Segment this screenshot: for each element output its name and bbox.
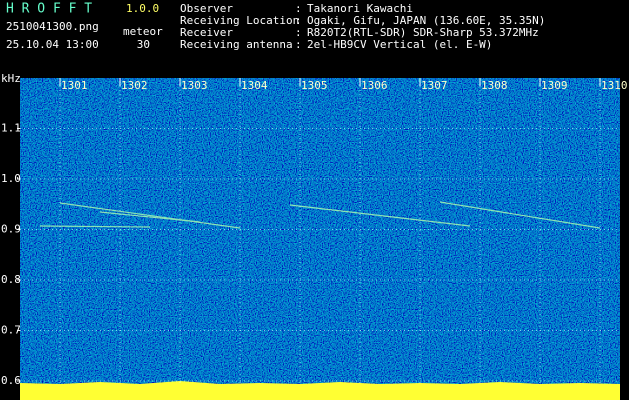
datetime: 25.10.04 13:00 xyxy=(6,38,99,51)
info-value: Takanori Kawachi xyxy=(307,2,413,15)
info-value: R820T2(RTL-SDR) SDR-Sharp 53.372MHz xyxy=(307,26,539,39)
y-tick-label: 0.7 xyxy=(1,323,21,336)
x-tick-label: 1305 xyxy=(301,79,328,92)
info-label: Receiving antenna xyxy=(180,38,293,51)
meteor-traces xyxy=(39,201,601,229)
y-tick-label: 0.9 xyxy=(1,222,21,235)
x-tick-label: 1310 xyxy=(601,79,628,92)
info-separator: : xyxy=(295,2,302,15)
x-tick-label: 1304 xyxy=(241,79,268,92)
info-value: Ogaki, Gifu, JAPAN (136.60E, 35.35N) xyxy=(307,14,545,27)
info-separator: : xyxy=(295,26,302,39)
x-tick-label: 1307 xyxy=(421,79,448,92)
trace xyxy=(99,211,201,223)
count: 30 xyxy=(137,38,150,51)
y-tick-label: 1.0 xyxy=(1,172,21,185)
app-title: H R O F F T xyxy=(6,2,92,17)
trace xyxy=(439,201,601,229)
info-label: Receiving Location xyxy=(180,14,299,27)
level-strip xyxy=(20,381,620,400)
x-tick-label: 1308 xyxy=(481,79,508,92)
x-tick-label: 1302 xyxy=(121,79,147,92)
info-value: 2el-HB9CV Vertical (el. E-W) xyxy=(307,38,492,51)
trace xyxy=(289,204,471,227)
y-tick-label: 0.6 xyxy=(1,374,21,387)
version: 1.0.0 xyxy=(126,2,159,15)
trace xyxy=(59,202,241,229)
file-name: 2510041300.png xyxy=(6,20,99,33)
spectrogram-noise xyxy=(20,78,620,386)
x-tick-label: 1306 xyxy=(361,79,388,92)
trace xyxy=(39,225,151,228)
y-tick-label: 1.1 xyxy=(1,121,21,134)
x-tick-label: 1301 xyxy=(61,79,88,92)
x-tick-label: 1309 xyxy=(541,79,568,92)
mode: meteor xyxy=(123,25,163,38)
info-label: Observer xyxy=(180,2,233,15)
y-axis-label: kHz xyxy=(1,72,21,85)
info-separator: : xyxy=(295,14,302,27)
info-separator: : xyxy=(295,38,302,51)
info-label: Receiver xyxy=(180,26,233,39)
y-tick-label: 0.8 xyxy=(1,273,21,286)
x-tick-label: 1303 xyxy=(181,79,208,92)
